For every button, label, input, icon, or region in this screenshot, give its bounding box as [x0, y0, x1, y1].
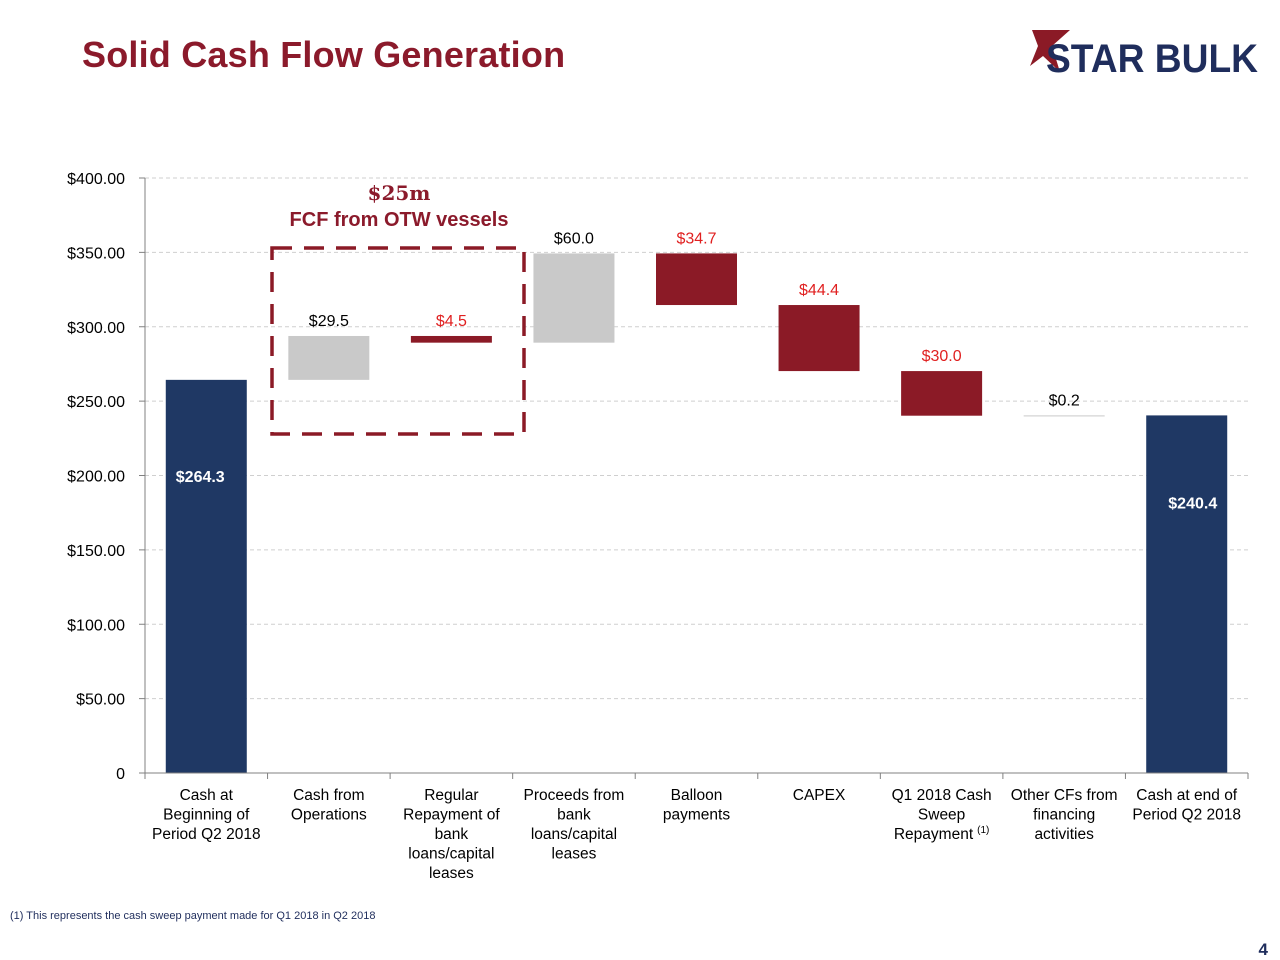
category-label: leases — [552, 846, 597, 863]
category-label: bank — [557, 807, 591, 824]
category-label: payments — [663, 807, 730, 824]
category-label: loans/capital — [531, 826, 617, 843]
data-label: $264.3 — [176, 469, 225, 486]
category-label: leases — [429, 865, 474, 882]
category-label: CAPEX — [793, 787, 846, 804]
category-label: Sweep — [918, 807, 965, 824]
bar-4 — [533, 253, 615, 343]
bar-7 — [901, 371, 983, 416]
data-label: $4.5 — [436, 313, 467, 330]
data-label: $60.0 — [554, 230, 594, 247]
bar-6 — [778, 305, 860, 372]
category-label: Beginning of — [163, 807, 250, 824]
category-label: activities — [1034, 826, 1094, 843]
fcf-highlight-box — [270, 246, 526, 436]
category-label: Period Q2 2018 — [152, 826, 261, 843]
bar-3 — [410, 335, 492, 343]
category-label: Cash at — [180, 787, 234, 804]
bar-8 — [1023, 415, 1105, 417]
page-title: Solid Cash Flow Generation — [82, 34, 566, 75]
category-label: Period Q2 2018 — [1132, 807, 1241, 824]
logo-text: STAR BULK — [1046, 37, 1258, 76]
data-label: $29.5 — [309, 313, 349, 330]
star-bulk-logo: STAR BULK — [1030, 30, 1258, 76]
y-tick-label: $100.00 — [67, 617, 125, 634]
data-label: $30.0 — [922, 348, 962, 365]
footnote: (1) This represents the cash sweep payme… — [10, 910, 376, 922]
footnote-marker: (1) — [977, 825, 989, 836]
category-label: bank — [435, 826, 469, 843]
bar-2 — [288, 335, 370, 380]
y-tick-label: $200.00 — [67, 469, 125, 486]
y-tick-label: $150.00 — [67, 543, 125, 560]
data-label: $240.4 — [1168, 495, 1217, 512]
category-label: Proceeds from — [524, 787, 625, 804]
logo-star-icon — [1030, 30, 1070, 72]
category-label: Cash at end of — [1136, 787, 1238, 804]
category-label: Repayment (1) — [894, 825, 990, 843]
y-tick-label: $250.00 — [67, 394, 125, 411]
category-label: Operations — [291, 807, 367, 824]
y-tick-label: $50.00 — [76, 692, 125, 709]
bar-9 — [1146, 415, 1228, 773]
category-label: Regular — [424, 787, 478, 804]
y-tick-label: $400.00 — [67, 171, 125, 188]
category-label: Balloon — [671, 787, 723, 804]
data-label: $44.4 — [799, 282, 839, 299]
category-label: loans/capital — [408, 846, 494, 863]
callout-description: FCF from OTW vessels — [290, 209, 509, 231]
y-tick-label: $300.00 — [67, 320, 125, 337]
category-label: Q1 2018 Cash — [892, 787, 992, 804]
category-label: Repayment of — [403, 807, 500, 824]
bar-5 — [656, 253, 737, 306]
category-label: financing — [1033, 807, 1095, 824]
data-label: $34.7 — [676, 230, 716, 247]
y-tick-label: 0 — [116, 766, 125, 783]
cash-flow-waterfall-chart: 0 $50.00 $100.00 $150.00 $200.00 $250.00 $300.… — [67, 171, 1249, 882]
category-label: Other CFs from — [1011, 787, 1118, 804]
data-label: $0.2 — [1049, 392, 1080, 409]
bar-1 — [165, 379, 247, 773]
callout-amount: $25m — [368, 181, 431, 205]
y-tick-label: $350.00 — [67, 245, 125, 262]
page-number: 4 — [1258, 940, 1268, 959]
category-label: Cash from — [293, 787, 365, 804]
